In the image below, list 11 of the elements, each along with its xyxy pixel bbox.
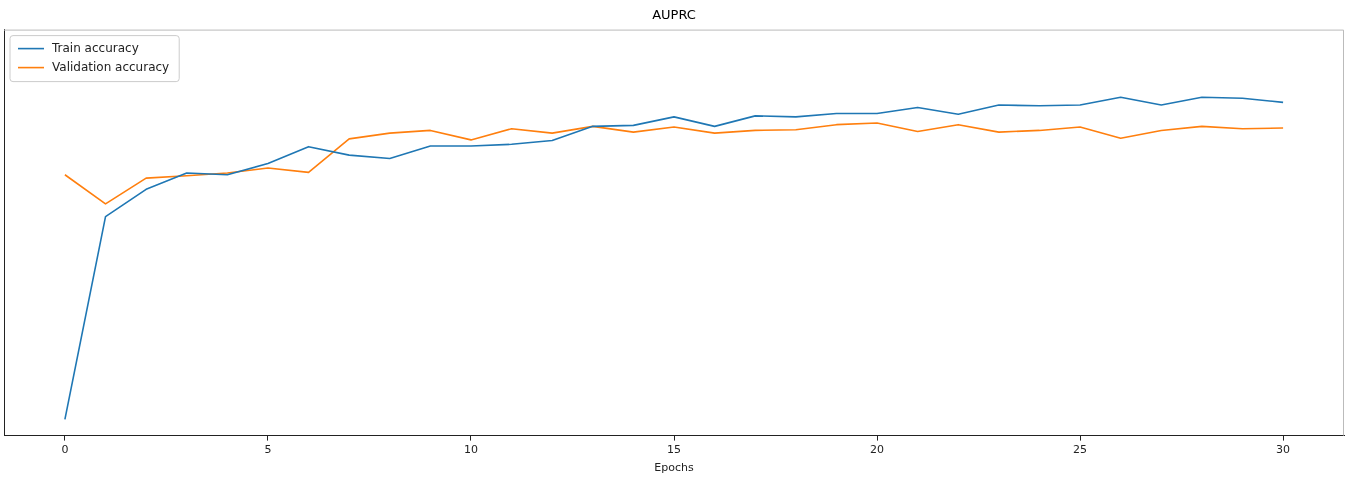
x-tick-label: 30 [1276,443,1291,457]
x-tick-label: 25 [1073,443,1088,457]
chart-title: AUPRC [652,7,696,23]
x-tick-label: 20 [870,443,885,457]
x-tick-label: 0 [61,443,69,457]
x-axis-title: Epochs [654,461,694,475]
x-tick-label: 5 [264,443,272,457]
x-tick-label: 15 [667,443,681,457]
legend-label: Validation accuracy [52,59,170,74]
x-tick-label: 10 [463,443,478,457]
legend-label: Train accuracy [51,40,139,55]
